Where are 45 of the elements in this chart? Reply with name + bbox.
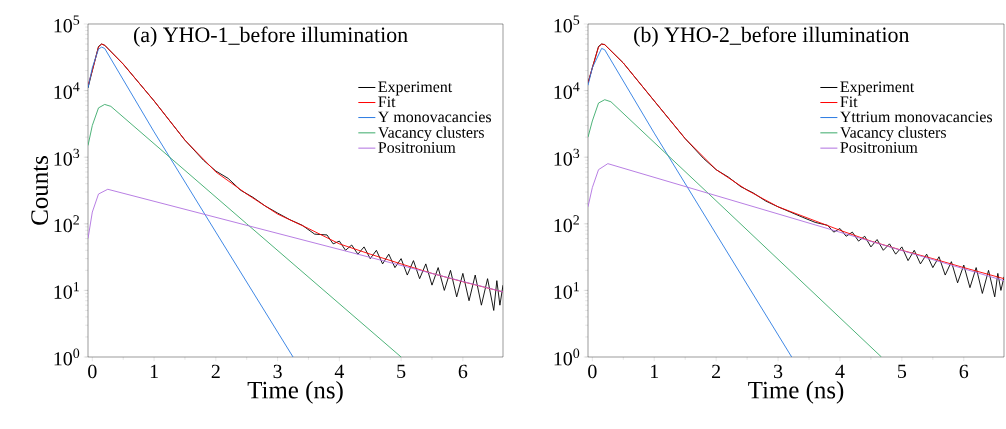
y-axis-title: Counts — [31, 156, 48, 225]
legend-label: Experiment — [840, 81, 915, 96]
y-tick-label: 10$^{3}$ — [54, 148, 80, 166]
x-tick-label: 6 — [458, 364, 468, 379]
y-tick-label: 10$^{1}$ — [54, 281, 79, 299]
legend-label: Fit — [840, 96, 858, 108]
legend-label: Yttrium monovacancies — [840, 111, 993, 123]
y-tick-label: 10$^{4}$ — [554, 82, 580, 100]
line-series — [588, 163, 1005, 282]
x-tick-label: 0 — [88, 364, 97, 379]
y-tick-label: 10$^{5}$ — [554, 15, 580, 33]
legend-label: Vacancy clusters — [840, 126, 946, 142]
x-tick-label: 0 — [588, 364, 597, 379]
x-tick-label: 1 — [150, 364, 158, 378]
y-tick-label: 10$^{2}$ — [54, 215, 79, 233]
x-tick-label: 4 — [334, 364, 345, 378]
line-series — [88, 46, 294, 357]
x-tick-label: 2 — [712, 364, 721, 378]
legend-label: Experiment — [378, 81, 453, 96]
y-tick-label: 10$^{0}$ — [554, 348, 580, 366]
x-tick-label: 2 — [211, 364, 220, 378]
chart-title: (b) YHO-2_before illumination — [634, 26, 910, 47]
y-tick-label: 10$^{0}$ — [54, 348, 80, 366]
x-tick-label: 3 — [774, 364, 783, 379]
x-axis-title: Time (ns) — [748, 381, 844, 404]
y-tick-label: 10$^{4}$ — [54, 82, 80, 100]
legend-label: Y monovacancies — [378, 111, 492, 123]
y-tick-label: 10$^{3}$ — [554, 148, 580, 166]
x-tick-label: 5 — [397, 364, 406, 378]
line-series — [588, 47, 793, 357]
x-tick-label: 4 — [835, 364, 845, 378]
y-tick-label: 10$^{1}$ — [554, 281, 579, 299]
x-tick-label: 5 — [898, 364, 907, 378]
y-tick-label: 10$^{2}$ — [554, 215, 579, 233]
x-axis-title: Time (ns) — [247, 381, 343, 404]
y-tick-label: 10$^{5}$ — [54, 15, 80, 33]
legend-label: Fit — [378, 96, 396, 108]
line-series — [88, 188, 503, 293]
x-tick-label: 6 — [959, 364, 969, 379]
legend-label: Vacancy clusters — [378, 126, 484, 142]
legend-label: Positronium — [378, 142, 456, 153]
x-tick-label: 3 — [273, 364, 282, 379]
x-tick-label: 1 — [651, 364, 659, 378]
chart-title: (a) YHO-1_before illumination — [133, 26, 408, 47]
legend-label: Positronium — [840, 142, 918, 153]
